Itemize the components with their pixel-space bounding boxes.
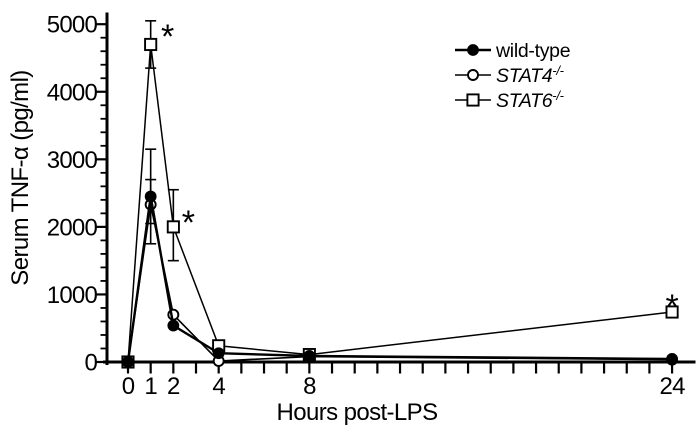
y-tick-label: 1000	[47, 282, 98, 309]
significance-asterisk-2: *	[182, 204, 195, 242]
x-tick-label: 0	[122, 373, 135, 400]
legend-label-STAT4-/-: STAT4-/-	[496, 63, 565, 87]
y-axis-title: Serum TNF-α (pg/ml)	[7, 70, 34, 285]
marker-wild-type-h4	[212, 347, 225, 360]
series-line-wild-type	[126, 196, 673, 363]
marker-STAT6-/--h24	[665, 305, 679, 319]
series-line-STAT6-/-	[127, 44, 673, 363]
y-tick-label: 2000	[47, 214, 98, 241]
marker-STAT6-/--h1	[144, 37, 158, 52]
marker-wild-type-h2	[167, 319, 180, 332]
x-tick-label: 24	[660, 373, 686, 400]
significance-asterisk-3: *	[665, 288, 678, 326]
y-tick-label: 0	[84, 350, 97, 377]
x-tick-label: 2	[167, 373, 180, 400]
x-tick-label: 4	[212, 373, 225, 400]
y-tick-label: 5000	[47, 12, 98, 39]
significance-asterisk-1: *	[161, 18, 174, 56]
x-tick-label: 8	[303, 373, 316, 400]
legend-label-STAT6-/-: STAT6-/-	[496, 88, 565, 112]
marker-wild-type-h0	[122, 356, 134, 368]
series-line-STAT4-/-	[127, 204, 673, 363]
legend-marker-STAT4-/-	[467, 69, 479, 81]
legend-label-wild-type: wild-type	[495, 40, 570, 62]
marker-STAT6-/--h2	[166, 220, 180, 234]
y-tick-label: 4000	[47, 79, 98, 106]
x-tick-label: 1	[144, 373, 157, 400]
y-tick-label: 3000	[47, 147, 98, 174]
marker-wild-type-h1	[144, 190, 157, 203]
legend-marker-wild-type	[467, 44, 479, 56]
legend-marker-STAT6-/-	[466, 93, 480, 107]
x-axis-title: Hours post-LPS	[276, 399, 437, 426]
marker-wild-type-h24	[666, 353, 678, 365]
marker-wild-type-h8	[303, 350, 316, 362]
